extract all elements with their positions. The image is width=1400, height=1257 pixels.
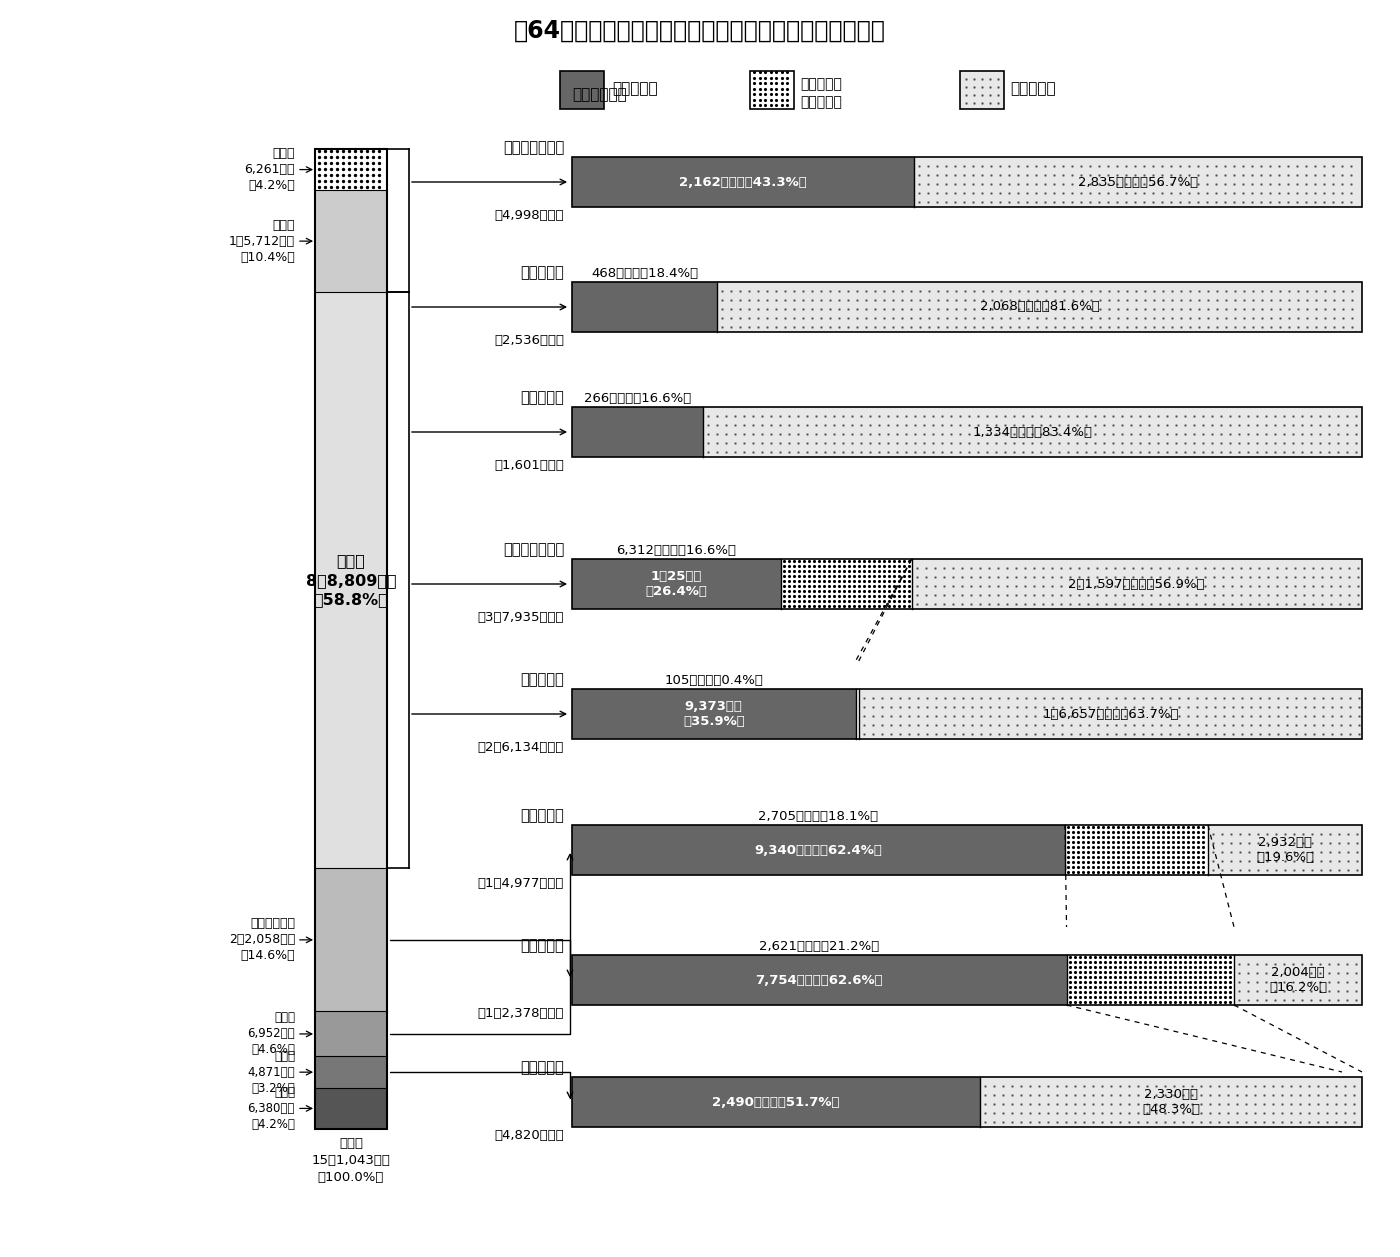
Text: 468億円　（18.4%）: 468億円 （18.4%） [591, 266, 699, 280]
Bar [980, 1077, 1362, 1128]
Text: 総務費
6,380億円
（4.2%）: 総務費 6,380億円 （4.2%） [248, 1086, 295, 1131]
Text: 〔主要費目〕: 〔主要費目〕 [573, 87, 627, 102]
Bar [573, 282, 1362, 332]
Text: 2兆1,597億円　（56.9%）: 2兆1,597億円 （56.9%） [1068, 577, 1205, 591]
Bar [1233, 955, 1362, 1006]
Bar [573, 689, 855, 739]
Bar [573, 1077, 1362, 1128]
Bar [573, 407, 703, 458]
Text: 1兆25億円
（26.4%）: 1兆25億円 （26.4%） [645, 569, 707, 598]
Text: 単独事業費: 単独事業費 [1009, 82, 1056, 97]
Text: 小　学　校　費: 小 学 校 費 [503, 140, 564, 155]
Bar [573, 559, 781, 608]
Bar [750, 70, 794, 109]
Text: （4,820億円）: （4,820億円） [494, 1129, 564, 1143]
Bar [315, 190, 386, 292]
Text: 社会教育費: 社会教育費 [521, 265, 564, 280]
Text: 農林水産業費
2兆2,058億円
（14.6%）: 農林水産業費 2兆2,058億円 （14.6%） [228, 918, 295, 963]
Bar [573, 955, 1067, 1006]
Text: 国直轄事業
負　担　金: 国直轄事業 負 担 金 [799, 77, 841, 109]
Text: 2,621億円　（21.2%）: 2,621億円 （21.2%） [759, 940, 879, 953]
Text: （1,601億円）: （1,601億円） [494, 459, 564, 471]
Text: 2,068億円　（81.6%）: 2,068億円 （81.6%） [980, 300, 1099, 313]
Bar [315, 869, 386, 1012]
Bar [573, 825, 1362, 875]
Text: （3兆7,935億円）: （3兆7,935億円） [477, 611, 564, 623]
Bar [315, 150, 386, 1129]
Bar [315, 150, 386, 190]
Bar [573, 407, 1362, 458]
Text: 2,004億円
（16.2%）: 2,004億円 （16.2%） [1268, 965, 1327, 994]
Bar [1208, 825, 1362, 875]
Text: （2,536億円）: （2,536億円） [494, 334, 564, 347]
Bar [573, 282, 717, 332]
Bar [573, 157, 1362, 207]
Bar [315, 1087, 386, 1129]
Text: （1兆2,378億円）: （1兆2,378億円） [477, 1007, 564, 1019]
Text: 2,932億円
（19.6%）: 2,932億円 （19.6%） [1256, 836, 1315, 864]
Text: 土木費
8兆8,809億円
（58.8%）: 土木費 8兆8,809億円 （58.8%） [305, 553, 396, 607]
Bar [573, 955, 1362, 1006]
Bar [1067, 955, 1233, 1006]
Text: 7,754億円　（62.6%）: 7,754億円 （62.6%） [756, 973, 883, 987]
Text: 教育費
1兆5,712億円
（10.4%）: 教育費 1兆5,712億円 （10.4%） [228, 219, 295, 264]
Text: 6,312億円　（16.6%）: 6,312億円 （16.6%） [616, 544, 736, 557]
Bar [858, 689, 1362, 739]
Bar [911, 559, 1361, 608]
Bar [914, 157, 1362, 207]
Text: 105億円　（0.4%）: 105億円 （0.4%） [665, 674, 763, 688]
Text: 266億円　（16.6%）: 266億円 （16.6%） [584, 392, 692, 405]
Text: 民生費
4,871億円
（3.2%）: 民生費 4,871億円 （3.2%） [248, 1050, 295, 1095]
Text: 2,835億円　（56.7%）: 2,835億円 （56.7%） [1078, 176, 1198, 189]
Bar [315, 1056, 386, 1087]
Text: 保健体育費: 保健体育費 [521, 390, 564, 405]
Text: 2,330億円
（48.3%）: 2,330億円 （48.3%） [1142, 1089, 1200, 1116]
Text: 衛生費
6,952億円
（4.6%）: 衛生費 6,952億円 （4.6%） [248, 1012, 295, 1056]
Text: 9,340億円　（62.4%）: 9,340億円 （62.4%） [755, 843, 882, 856]
Text: （2兆6,134億円）: （2兆6,134億円） [477, 740, 564, 754]
Bar [573, 689, 1362, 739]
Bar [573, 559, 1362, 608]
Text: 清　掃　費: 清 掃 費 [521, 1060, 564, 1075]
Text: 2,162億円　（43.3%）: 2,162億円 （43.3%） [679, 176, 806, 189]
Bar [703, 407, 1362, 458]
Bar [781, 559, 911, 608]
Text: 農　地　費: 農 地 費 [521, 938, 564, 953]
Text: 1兆6,657億円　（63.7%）: 1兆6,657億円 （63.7%） [1042, 708, 1179, 720]
Text: 2,705億円　（18.1%）: 2,705億円 （18.1%） [759, 810, 879, 823]
Text: 1,334億円　（83.4%）: 1,334億円 （83.4%） [973, 426, 1092, 439]
Text: その他
6,261億円
（4.2%）: その他 6,261億円 （4.2%） [245, 147, 295, 192]
Bar [1065, 825, 1208, 875]
Text: 都市計画費: 都市計画費 [521, 672, 564, 688]
Text: （1兆4,977億円）: （1兆4,977億円） [477, 877, 564, 890]
Bar [560, 70, 603, 109]
Text: 補助事業費: 補助事業費 [612, 82, 658, 97]
Text: 2,490億円　（51.7%）: 2,490億円 （51.7%） [713, 1096, 840, 1109]
Text: 9,373億円
（35.9%）: 9,373億円 （35.9%） [683, 700, 745, 728]
Bar [315, 1012, 386, 1056]
Text: 河川海岸費: 河川海岸費 [521, 808, 564, 823]
Bar [960, 70, 1004, 109]
Bar [573, 825, 1065, 875]
Bar [717, 282, 1362, 332]
Text: 道路橋りょう費: 道路橋りょう費 [503, 542, 564, 557]
Text: （4,998億円）: （4,998億円） [494, 209, 564, 222]
Bar [573, 157, 914, 207]
Bar [855, 689, 858, 739]
Bar [315, 292, 386, 869]
Bar [573, 1077, 980, 1128]
Text: 純　計
15兆1,043億円
（100.0%）: 純 計 15兆1,043億円 （100.0%） [312, 1138, 391, 1184]
Text: 第64図　普通建設事業費の目的別（補助・単独）の状況: 第64図 普通建設事業費の目的別（補助・単独）の状況 [514, 19, 886, 43]
